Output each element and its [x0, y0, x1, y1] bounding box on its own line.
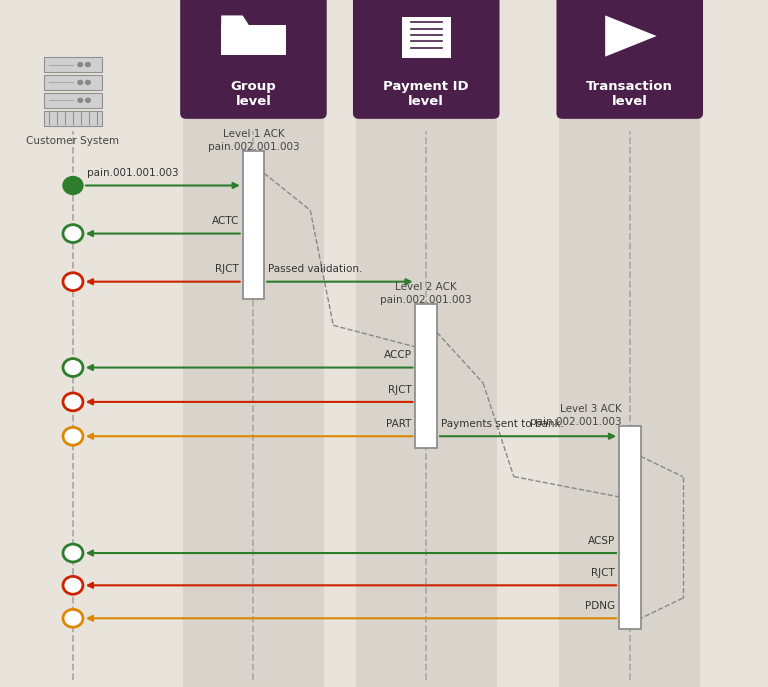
Text: Payments sent to bank.: Payments sent to bank.	[441, 419, 564, 429]
Circle shape	[63, 544, 83, 562]
Text: Level 2 ACK
pain.002.001.003: Level 2 ACK pain.002.001.003	[380, 282, 472, 305]
Bar	[45, 111, 101, 126]
Bar	[45, 75, 101, 90]
Circle shape	[77, 80, 83, 85]
Polygon shape	[221, 25, 286, 54]
Circle shape	[63, 273, 83, 291]
Text: RJCT: RJCT	[215, 264, 239, 274]
Text: RJCT: RJCT	[388, 385, 412, 394]
Circle shape	[84, 62, 91, 67]
Circle shape	[84, 80, 91, 85]
Circle shape	[63, 576, 83, 594]
FancyBboxPatch shape	[557, 0, 703, 119]
Bar	[45, 57, 101, 72]
Text: PDNG: PDNG	[585, 601, 615, 611]
Bar	[415, 304, 437, 448]
Text: RJCT: RJCT	[591, 568, 615, 578]
Circle shape	[63, 393, 83, 411]
Circle shape	[77, 98, 83, 103]
Circle shape	[77, 62, 83, 67]
Bar	[402, 16, 451, 58]
Text: Level 1 ACK
pain.002.001.003: Level 1 ACK pain.002.001.003	[207, 129, 300, 153]
Bar	[356, 0, 497, 687]
Text: ACCP: ACCP	[384, 350, 412, 360]
Text: ACTC: ACTC	[211, 216, 239, 226]
Circle shape	[63, 609, 83, 627]
Bar	[243, 151, 264, 299]
Text: pain.001.001.003: pain.001.001.003	[87, 168, 178, 178]
Text: Group
level: Group level	[230, 80, 276, 108]
Circle shape	[84, 98, 91, 103]
Text: Payment ID
level: Payment ID level	[383, 80, 469, 108]
Bar	[559, 0, 700, 687]
Circle shape	[63, 427, 83, 445]
Text: Level 3 ACK
pain.002.001.003: Level 3 ACK pain.002.001.003	[531, 404, 622, 427]
Text: PART: PART	[386, 419, 412, 429]
Bar	[45, 93, 101, 108]
FancyBboxPatch shape	[353, 0, 499, 119]
Text: Customer System: Customer System	[26, 136, 120, 146]
Polygon shape	[221, 15, 249, 25]
FancyBboxPatch shape	[180, 0, 326, 119]
Text: Passed validation.: Passed validation.	[268, 264, 362, 274]
Circle shape	[63, 225, 83, 243]
Bar	[619, 426, 641, 629]
Text: ACSP: ACSP	[588, 536, 615, 545]
Text: Transaction
level: Transaction level	[586, 80, 674, 108]
Polygon shape	[605, 15, 657, 56]
Bar	[183, 0, 324, 687]
Circle shape	[63, 359, 83, 376]
Circle shape	[63, 177, 83, 194]
